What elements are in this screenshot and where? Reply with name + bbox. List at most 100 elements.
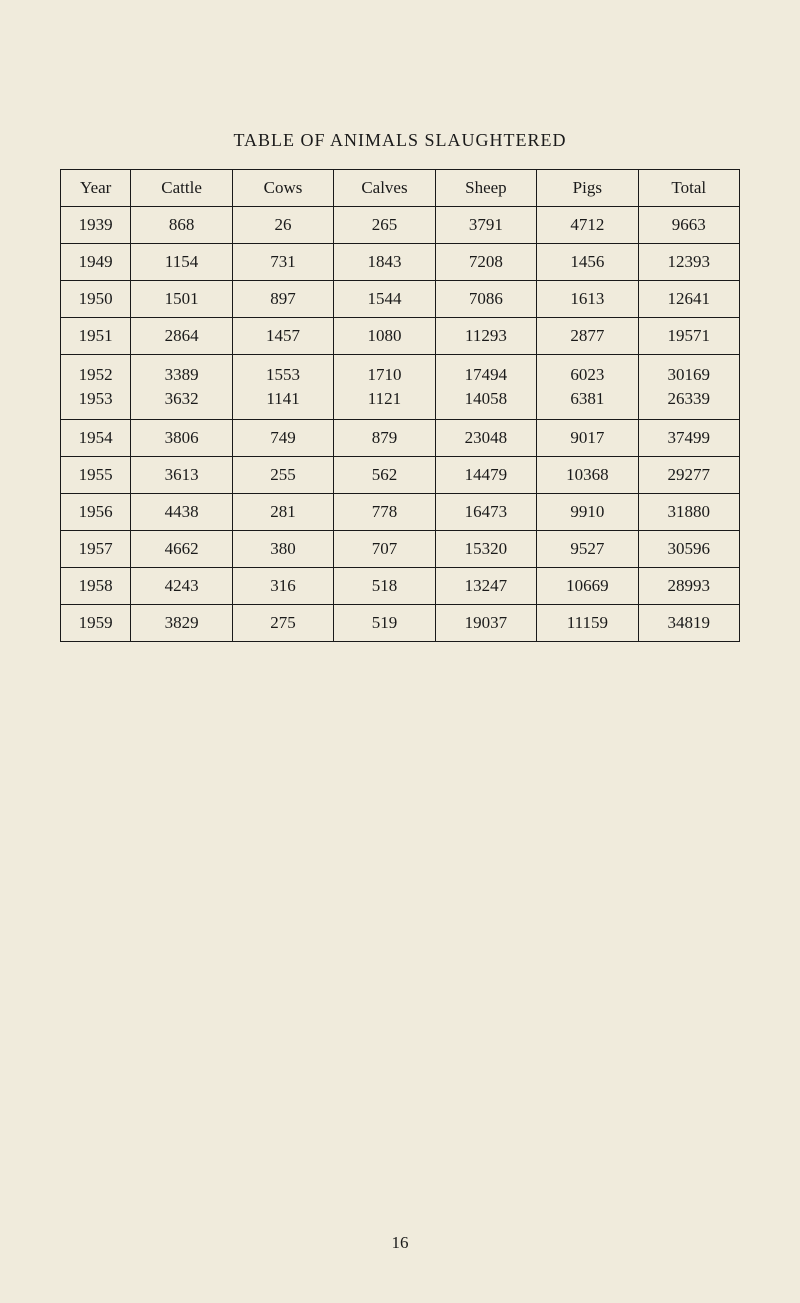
cell-pigs: 60236381 bbox=[537, 355, 638, 420]
table-row: 1956443828177816473991031880 bbox=[61, 493, 740, 530]
col-header-sheep: Sheep bbox=[435, 170, 536, 207]
cell-calves: 1080 bbox=[334, 318, 435, 355]
col-header-year: Year bbox=[61, 170, 131, 207]
cell-cattle: 1154 bbox=[131, 244, 232, 281]
cell-year: 1951 bbox=[61, 318, 131, 355]
table-row: 1957466238070715320952730596 bbox=[61, 530, 740, 567]
cell-calves: 879 bbox=[334, 419, 435, 456]
cell-cattle: 33893632 bbox=[131, 355, 232, 420]
cell-calves: 518 bbox=[334, 567, 435, 604]
cell-sheep: 19037 bbox=[435, 604, 536, 641]
cell-year: 1954 bbox=[61, 419, 131, 456]
cell-cattle: 4243 bbox=[131, 567, 232, 604]
cell-sheep: 7208 bbox=[435, 244, 536, 281]
cell-total: 3016926339 bbox=[638, 355, 739, 420]
cell-year: 1955 bbox=[61, 456, 131, 493]
cell-sheep: 23048 bbox=[435, 419, 536, 456]
cell-cows: 1457 bbox=[232, 318, 333, 355]
cell-pigs: 1456 bbox=[537, 244, 638, 281]
document-page: TABLE OF ANIMALS SLAUGHTERED Year Cattle… bbox=[0, 0, 800, 642]
col-header-calves: Calves bbox=[334, 170, 435, 207]
cell-calves: 1843 bbox=[334, 244, 435, 281]
cell-year: 19521953 bbox=[61, 355, 131, 420]
cell-cattle: 3806 bbox=[131, 419, 232, 456]
cell-total: 9663 bbox=[638, 207, 739, 244]
col-header-total: Total bbox=[638, 170, 739, 207]
cell-calves: 265 bbox=[334, 207, 435, 244]
cell-cows: 26 bbox=[232, 207, 333, 244]
cell-year: 1959 bbox=[61, 604, 131, 641]
col-header-cattle: Cattle bbox=[131, 170, 232, 207]
cell-cattle: 3829 bbox=[131, 604, 232, 641]
cell-cattle: 2864 bbox=[131, 318, 232, 355]
cell-calves: 778 bbox=[334, 493, 435, 530]
cell-pigs: 10669 bbox=[537, 567, 638, 604]
cell-pigs: 1613 bbox=[537, 281, 638, 318]
cell-cows: 281 bbox=[232, 493, 333, 530]
cell-sheep: 1749414058 bbox=[435, 355, 536, 420]
table-row: 19584243316518132471066928993 bbox=[61, 567, 740, 604]
cell-cattle: 3613 bbox=[131, 456, 232, 493]
cell-sheep: 11293 bbox=[435, 318, 536, 355]
table-row: 19593829275519190371115934819 bbox=[61, 604, 740, 641]
col-header-pigs: Pigs bbox=[537, 170, 638, 207]
cell-pigs: 4712 bbox=[537, 207, 638, 244]
cell-calves: 1544 bbox=[334, 281, 435, 318]
animals-slaughtered-table: Year Cattle Cows Calves Sheep Pigs Total… bbox=[60, 169, 740, 642]
table-body: 1939868262653791471296631949115473118437… bbox=[61, 207, 740, 642]
page-number: 16 bbox=[0, 1233, 800, 1253]
cell-cows: 749 bbox=[232, 419, 333, 456]
cell-cattle: 4438 bbox=[131, 493, 232, 530]
cell-total: 34819 bbox=[638, 604, 739, 641]
cell-pigs: 10368 bbox=[537, 456, 638, 493]
cell-cows: 380 bbox=[232, 530, 333, 567]
cell-calves: 519 bbox=[334, 604, 435, 641]
cell-total: 30596 bbox=[638, 530, 739, 567]
col-header-cows: Cows bbox=[232, 170, 333, 207]
table-row: 1954380674987923048901737499 bbox=[61, 419, 740, 456]
cell-cows: 316 bbox=[232, 567, 333, 604]
cell-cows: 275 bbox=[232, 604, 333, 641]
cell-total: 19571 bbox=[638, 318, 739, 355]
table-header-row: Year Cattle Cows Calves Sheep Pigs Total bbox=[61, 170, 740, 207]
cell-year: 1958 bbox=[61, 567, 131, 604]
cell-sheep: 3791 bbox=[435, 207, 536, 244]
cell-total: 12641 bbox=[638, 281, 739, 318]
table-row: 1949115473118437208145612393 bbox=[61, 244, 740, 281]
cell-cows: 731 bbox=[232, 244, 333, 281]
cell-sheep: 15320 bbox=[435, 530, 536, 567]
cell-total: 37499 bbox=[638, 419, 739, 456]
cell-total: 31880 bbox=[638, 493, 739, 530]
cell-pigs: 11159 bbox=[537, 604, 638, 641]
cell-cattle: 4662 bbox=[131, 530, 232, 567]
cell-pigs: 9527 bbox=[537, 530, 638, 567]
cell-sheep: 7086 bbox=[435, 281, 536, 318]
cell-sheep: 14479 bbox=[435, 456, 536, 493]
cell-cows: 15531141 bbox=[232, 355, 333, 420]
cell-year: 1939 bbox=[61, 207, 131, 244]
cell-cows: 255 bbox=[232, 456, 333, 493]
cell-calves: 707 bbox=[334, 530, 435, 567]
cell-sheep: 13247 bbox=[435, 567, 536, 604]
cell-cows: 897 bbox=[232, 281, 333, 318]
cell-year: 1957 bbox=[61, 530, 131, 567]
cell-cattle: 868 bbox=[131, 207, 232, 244]
page-title: TABLE OF ANIMALS SLAUGHTERED bbox=[60, 130, 740, 151]
cell-year: 1950 bbox=[61, 281, 131, 318]
cell-pigs: 2877 bbox=[537, 318, 638, 355]
cell-pigs: 9910 bbox=[537, 493, 638, 530]
table-header: Year Cattle Cows Calves Sheep Pigs Total bbox=[61, 170, 740, 207]
cell-cattle: 1501 bbox=[131, 281, 232, 318]
cell-total: 28993 bbox=[638, 567, 739, 604]
table-row: 1952195333893632155311411710112117494140… bbox=[61, 355, 740, 420]
table-row: 19553613255562144791036829277 bbox=[61, 456, 740, 493]
table-row: 193986826265379147129663 bbox=[61, 207, 740, 244]
table-row: 195128641457108011293287719571 bbox=[61, 318, 740, 355]
cell-calves: 562 bbox=[334, 456, 435, 493]
cell-pigs: 9017 bbox=[537, 419, 638, 456]
cell-year: 1949 bbox=[61, 244, 131, 281]
cell-sheep: 16473 bbox=[435, 493, 536, 530]
cell-total: 29277 bbox=[638, 456, 739, 493]
cell-year: 1956 bbox=[61, 493, 131, 530]
cell-calves: 17101121 bbox=[334, 355, 435, 420]
